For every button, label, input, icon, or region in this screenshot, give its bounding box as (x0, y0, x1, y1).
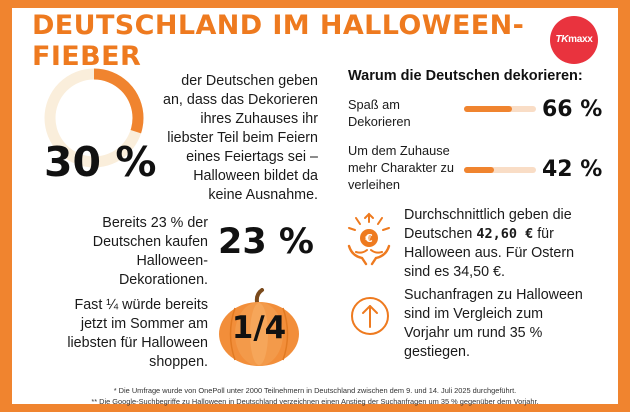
stat-30-line: liebster Teil beim Feiern (167, 130, 318, 146)
stat-quarter-line: liebsten für Halloween (67, 335, 208, 351)
stat-30-value: 30 % (44, 138, 157, 186)
arrow-up-circle-icon (351, 297, 389, 335)
progress-ring-fill (44, 68, 144, 168)
stat-quarter-text: Fast ¼ würde bereits jetzt im Sommer am … (60, 296, 208, 372)
stat-quarter-line: jetzt im Sommer am (80, 316, 208, 332)
stat-23-line: Bereits 23 % der (102, 215, 208, 231)
svg-text:€: € (364, 232, 373, 245)
footnote-survey: * Die Umfrage wurde von OnePoll unter 20… (113, 386, 517, 395)
stat-30-line: der Deutschen geben (181, 73, 318, 89)
stat-30-line: Halloween bildet da (193, 168, 318, 184)
pumpkin-icon (219, 288, 299, 366)
reason-bar-character (464, 167, 536, 173)
reason-bar-fun-fill (464, 106, 512, 112)
progress-ring (44, 68, 144, 168)
stat-30-text: der Deutschen geben an, dass das Dekorie… (150, 72, 318, 205)
stat-quarter-line: Fast ¼ würde bereits (74, 297, 209, 313)
coin-hands-icon: € (347, 212, 391, 266)
reason-bar-character-fill (464, 167, 495, 173)
stat-23-line: Halloween- (136, 253, 208, 269)
stat-30-line: ihres Zuhauses ihr (200, 111, 318, 127)
footnote-search: ** Die Google-Suchbegriffe zu Halloween … (91, 397, 539, 406)
reasons-heading: Warum die Deutschen dekorieren: (348, 68, 583, 84)
spend-amount: 42,60 € (476, 226, 534, 242)
stat-30-line: an, dass das Dekorieren (163, 92, 318, 108)
tkmaxx-logo: TKmaxx (550, 16, 598, 64)
stat-23-value: 23 % (218, 222, 314, 262)
stat-quarter-value: 1/4 (231, 310, 287, 346)
reason-label-character: Um dem Zuhause mehr Charakter zu verleih… (348, 143, 454, 192)
reason-bar-fun (464, 106, 536, 112)
stat-30-line: keine Ausnahme. (208, 187, 318, 203)
stat-23-line: Dekorationen. (118, 272, 208, 288)
page-title: DEUTSCHLAND IM HALLOWEEN-FIEBER (32, 10, 525, 72)
spend-text: Durchschnittlich geben die Deutschen 42,… (404, 207, 575, 280)
reason-value-fun: 66 % (542, 97, 603, 122)
reason-label-fun: Spaß am Dekorieren (348, 97, 411, 129)
stat-30-line: eines Feiertags sei – (186, 149, 318, 165)
reason-value-character: 42 % (542, 157, 603, 182)
search-text: Suchanfragen zu Halloween sind im Vergle… (404, 287, 583, 360)
stat-23-line: Deutschen kaufen (92, 234, 208, 250)
stat-quarter-line: shoppen. (149, 354, 208, 370)
stat-23-text: Bereits 23 % der Deutschen kaufen Hallow… (70, 214, 208, 290)
